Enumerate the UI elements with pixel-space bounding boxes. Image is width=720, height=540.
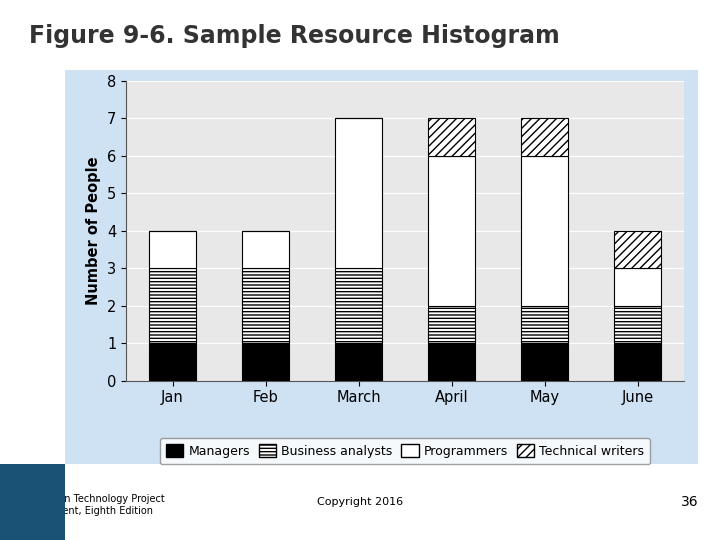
Bar	[614, 343, 661, 381]
Bar	[521, 343, 568, 381]
Bar	[149, 231, 196, 268]
Bar	[149, 343, 196, 381]
Text: 36: 36	[681, 495, 698, 509]
Bar	[336, 343, 382, 381]
Legend: Managers, Business analysts, Programmers, Technical writers: Managers, Business analysts, Programmers…	[160, 438, 650, 464]
Bar	[614, 306, 661, 343]
Bar	[614, 231, 661, 268]
Text: Figure 9-6. Sample Resource Histogram: Figure 9-6. Sample Resource Histogram	[29, 24, 559, 48]
Bar	[428, 343, 474, 381]
Bar	[614, 268, 661, 306]
Text: Copyright 2016: Copyright 2016	[317, 497, 403, 507]
Bar	[242, 343, 289, 381]
Bar	[521, 306, 568, 343]
Text: Information Technology Project
Management, Eighth Edition: Information Technology Project Managemen…	[14, 494, 165, 516]
Bar	[428, 118, 474, 156]
Bar	[149, 268, 196, 343]
Bar	[336, 268, 382, 343]
Y-axis label: Number of People: Number of People	[86, 157, 102, 305]
Bar	[336, 118, 382, 268]
Bar	[428, 156, 474, 306]
Bar	[521, 156, 568, 306]
Bar	[428, 306, 474, 343]
Bar	[242, 231, 289, 268]
Bar	[242, 268, 289, 343]
Bar	[521, 118, 568, 156]
